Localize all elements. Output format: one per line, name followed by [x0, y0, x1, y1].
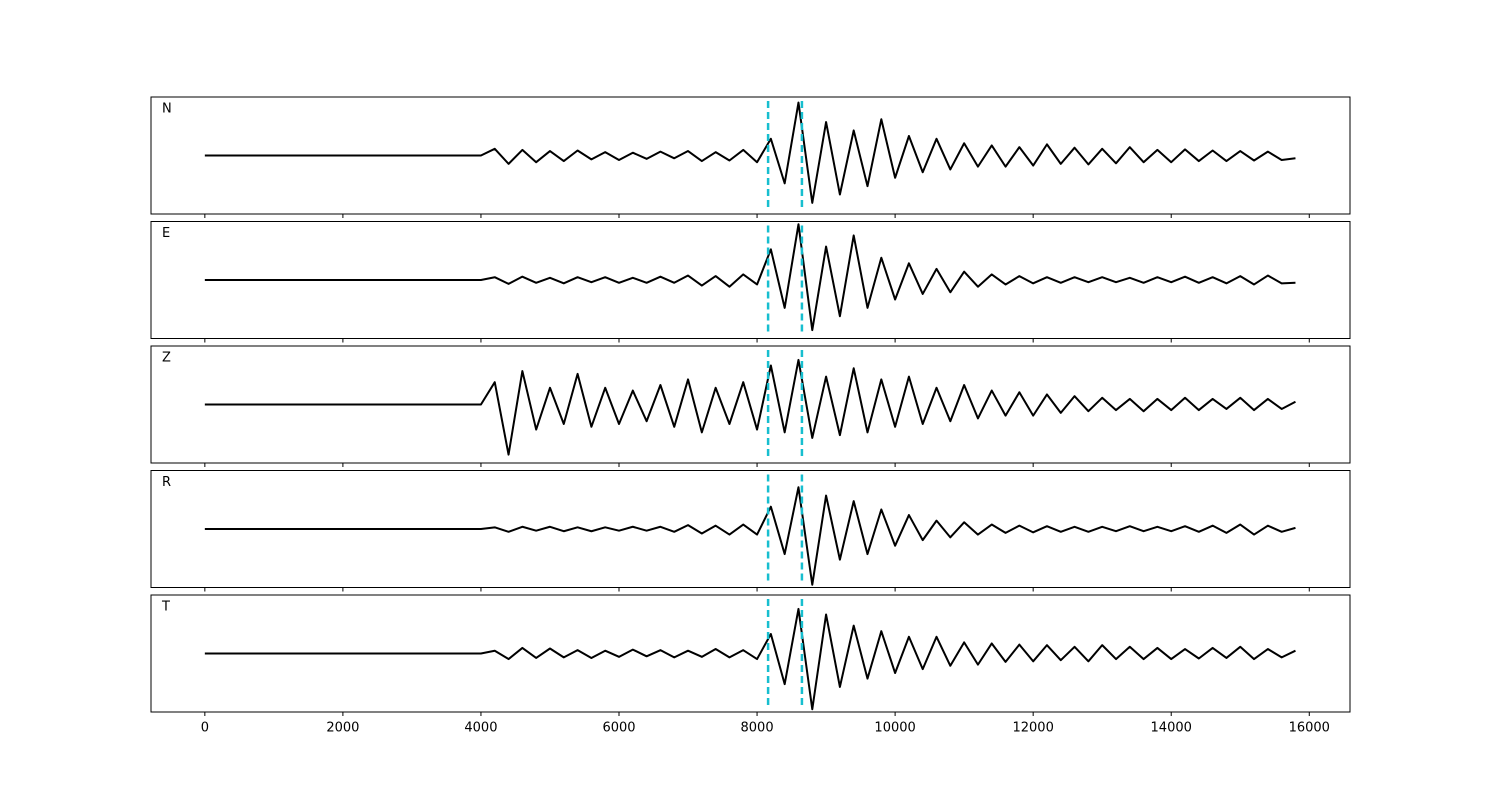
panel-label: T [161, 600, 170, 615]
panel-label: R [162, 475, 171, 490]
x-tick-label: 10000 [874, 721, 915, 736]
x-tick-label: 6000 [602, 721, 635, 736]
panel-frame [150, 470, 1351, 588]
x-tick-label: 2000 [326, 721, 359, 736]
panel-label: N [162, 102, 172, 117]
waveform [204, 607, 1296, 711]
waveform [204, 223, 1296, 332]
x-tick-label: 0 [201, 721, 209, 736]
waveform [204, 101, 1296, 204]
panel-label: E [162, 226, 170, 241]
x-tick-label: 16000 [1289, 721, 1330, 736]
panel-frame [150, 96, 1351, 215]
waveform [204, 358, 1296, 456]
x-tick-label: 14000 [1151, 721, 1192, 736]
waveform [204, 486, 1296, 586]
x-tick-label: 8000 [741, 721, 774, 736]
panel-label: Z [162, 351, 171, 366]
panel-frame [150, 221, 1351, 339]
panel-frame [150, 345, 1351, 464]
x-tick-label: 12000 [1012, 721, 1053, 736]
x-tick-label: 4000 [464, 721, 497, 736]
panel-frame [150, 594, 1351, 713]
